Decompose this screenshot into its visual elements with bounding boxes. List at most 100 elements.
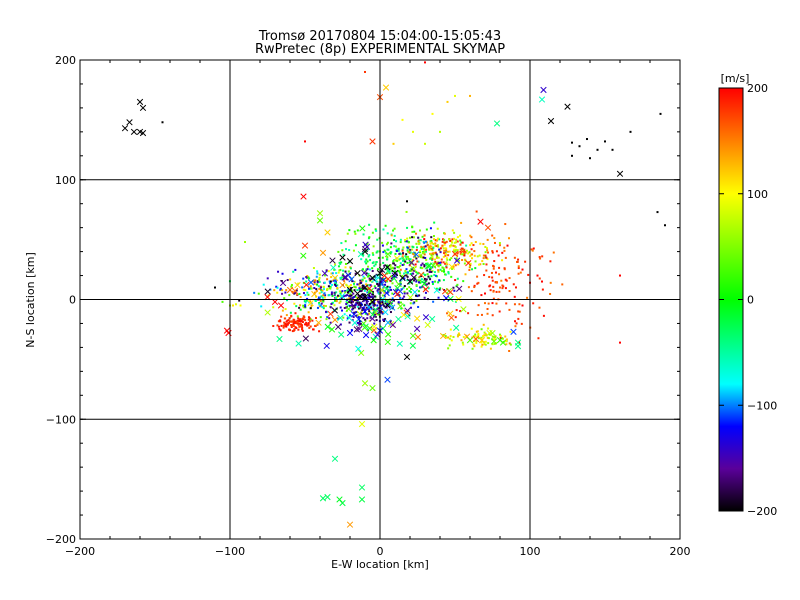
data-point-dot — [385, 306, 388, 309]
data-point-dot — [457, 263, 460, 266]
data-point-dot — [371, 267, 374, 270]
data-point-dot — [447, 254, 450, 257]
data-point-dot — [384, 283, 387, 286]
data-point-dot — [417, 305, 420, 308]
data-point-dot — [425, 280, 428, 283]
data-point-dot — [484, 245, 487, 248]
data-point-cross — [391, 272, 398, 279]
data-point-dot — [322, 299, 325, 302]
data-point-dot — [373, 264, 376, 267]
data-point-dot — [322, 294, 325, 297]
data-point-dot — [538, 256, 541, 259]
data-point-dot — [407, 271, 410, 274]
data-point-dot — [514, 286, 517, 289]
data-point-cross — [448, 314, 455, 321]
data-point-dot — [541, 255, 544, 258]
data-point-dot — [459, 239, 462, 242]
data-point-cross — [408, 259, 415, 266]
data-point-dot — [388, 270, 391, 273]
data-point-dot — [360, 295, 363, 298]
data-point-dot — [298, 306, 301, 309]
data-point-dot — [339, 300, 342, 303]
data-point-dot — [495, 271, 498, 274]
data-point-dot — [356, 302, 359, 305]
data-point-cross — [413, 251, 420, 258]
data-point-dot — [340, 276, 343, 279]
data-point-dot — [405, 268, 408, 271]
data-point-dot — [403, 295, 406, 298]
data-point-dot — [297, 282, 300, 285]
data-point-dot — [438, 279, 441, 282]
data-point-dot — [362, 233, 365, 236]
data-point-dot — [279, 329, 282, 332]
data-point-dot — [304, 294, 307, 297]
data-point-cross — [384, 251, 392, 258]
data-point-dot — [481, 343, 484, 346]
data-point-dot — [365, 268, 368, 271]
data-point-dot — [659, 112, 662, 115]
data-point-dot — [318, 330, 321, 333]
data-point-dot — [376, 289, 379, 292]
data-point-cross — [384, 376, 391, 383]
data-point-dot — [472, 244, 475, 247]
data-point-dot — [356, 289, 359, 292]
data-point-cross — [300, 193, 307, 200]
data-point-dot — [318, 303, 321, 306]
data-point-dot — [281, 272, 284, 275]
data-point-dot — [305, 299, 308, 302]
data-point-cross — [286, 286, 294, 294]
data-point-cross — [385, 331, 392, 338]
data-point-dot — [549, 292, 552, 295]
data-point-dot — [306, 291, 309, 294]
data-point-dot — [338, 261, 341, 264]
data-point-dot — [518, 341, 521, 344]
data-point-dot — [437, 269, 440, 272]
data-point-cross — [388, 320, 395, 328]
data-point-dot — [377, 307, 380, 310]
data-point-dot — [353, 306, 356, 309]
data-point-dot — [485, 263, 488, 266]
data-point-dot — [369, 284, 372, 287]
data-point-cross — [346, 258, 354, 265]
data-point-dot — [307, 311, 310, 314]
data-point-dot — [337, 271, 340, 274]
data-point-dot — [337, 294, 340, 297]
data-point-dot — [304, 304, 307, 307]
data-point-dot — [371, 290, 374, 293]
data-point-dot — [302, 277, 305, 280]
data-point-dot — [323, 293, 326, 296]
data-point-dot — [456, 277, 459, 280]
data-point-dot — [361, 309, 364, 312]
data-point-dot — [371, 231, 374, 234]
data-point-dot — [401, 263, 404, 266]
data-point-dot — [439, 247, 442, 250]
data-point-dot — [345, 284, 348, 287]
data-point-cross — [448, 263, 455, 270]
data-point-dot — [423, 249, 426, 252]
data-point-dot — [308, 320, 311, 323]
data-point-dot — [352, 307, 355, 310]
data-point-cross — [447, 310, 454, 317]
data-point-dot — [298, 322, 301, 325]
data-point-dot — [429, 227, 432, 230]
data-point-dot — [289, 278, 292, 281]
data-point-dot — [359, 282, 362, 285]
data-point-dot — [350, 300, 353, 303]
data-point-dot — [482, 335, 485, 338]
data-point-cross — [394, 291, 401, 298]
data-point-dot — [455, 257, 458, 260]
data-point-dot — [392, 142, 395, 145]
data-point-dot — [337, 250, 340, 253]
data-point-dot — [323, 281, 326, 284]
data-point-dot — [404, 260, 407, 263]
data-point-dot — [303, 300, 306, 303]
data-point-dot — [432, 300, 435, 303]
data-point-dot — [424, 273, 427, 276]
data-point-dot — [449, 239, 452, 242]
data-point-dot — [442, 252, 445, 255]
data-point-dot — [396, 266, 399, 269]
data-point-dot — [485, 269, 488, 272]
data-point-dot — [354, 295, 357, 298]
data-point-dot — [367, 265, 370, 268]
data-point-dot — [377, 284, 380, 287]
